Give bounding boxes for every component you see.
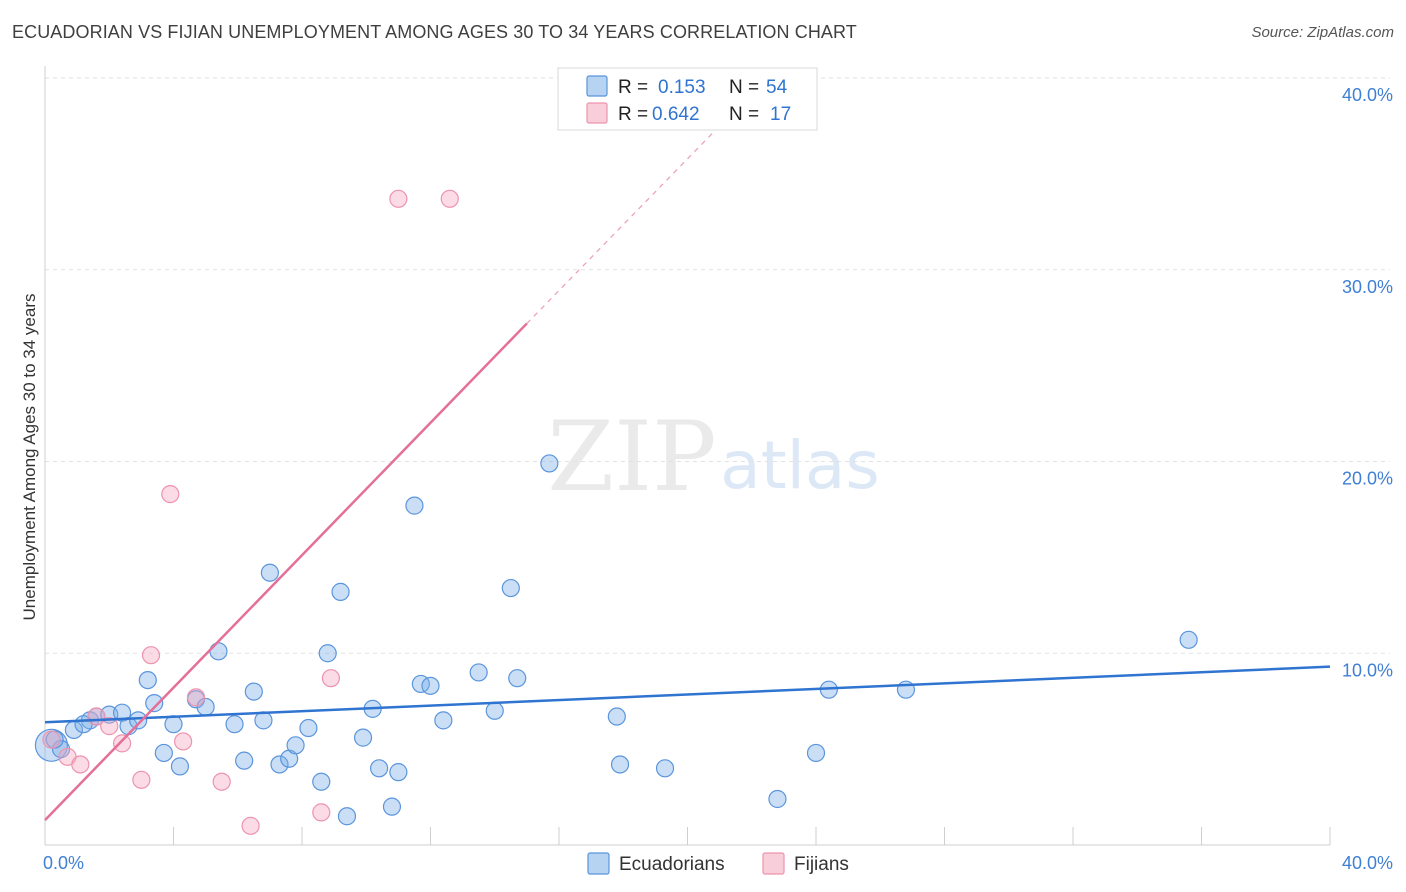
ecuadorian-point-48 [806, 743, 826, 763]
ecuadorian-point-34 [389, 763, 408, 782]
ecuadorian-point-10 [145, 694, 164, 713]
bottom-legend-fijians: Fijians [794, 854, 849, 875]
ecuadorian-point-13 [170, 757, 190, 776]
ecuadorian-point-45 [610, 755, 630, 774]
y-tick-label-1: 20.0% [1342, 469, 1393, 489]
fijian-point-11 [212, 772, 231, 791]
fijian-point-8 [161, 484, 180, 504]
watermark-zip: ZIP [547, 401, 716, 513]
ecuadorian-point-37 [421, 676, 440, 695]
ecuadorian-point-27 [318, 644, 337, 663]
bottom-legend-ecuadorians: Ecuadorians [619, 854, 725, 875]
fijian-point-15 [389, 189, 408, 208]
ecuadorian-point-41 [501, 578, 520, 598]
x-tick-label-0: 0.0% [43, 853, 84, 873]
fijian-point-2 [71, 755, 90, 774]
source-label: Source: ZipAtlas.com [1251, 24, 1394, 41]
legend-r-value-ecuadorians: 0.153 [658, 77, 706, 98]
ecuadorian-point-17 [225, 715, 244, 734]
watermark-atlas: atlas [720, 427, 880, 504]
ecuadorian-point-35 [405, 496, 424, 515]
fijian-point-10 [186, 688, 206, 707]
ecuadorian-point-9 [138, 670, 157, 690]
legend-swatch-ecuadorians [586, 75, 608, 97]
x-tick-label-1: 40.0% [1342, 853, 1393, 873]
fijian-point-12 [241, 816, 260, 835]
ecuadorian-point-8 [129, 711, 148, 730]
fijian-point-16 [440, 189, 459, 208]
tick-labels: 10.0% 20.0% 30.0% 40.0% 0.0% 40.0% [43, 85, 1393, 873]
fijian-point-7 [141, 646, 161, 665]
ecuadorian-point-18 [235, 751, 254, 770]
ecuadorian-point-39 [469, 663, 488, 682]
axes [44, 66, 1331, 846]
ecuadorian-point-33 [382, 797, 402, 816]
ecuadorian-point-46 [655, 759, 675, 778]
bottom-legend-swatch-ecuadorians [587, 852, 610, 875]
y-tick-label-0: 10.0% [1342, 660, 1393, 680]
ecuadorian-point-32 [370, 759, 389, 778]
ecuadorian-point-26 [312, 772, 331, 791]
fijian-point-0 [42, 730, 61, 749]
ecuadorian-point-30 [353, 728, 373, 747]
legend-n-label-fijians: N = [729, 104, 759, 125]
legend-n-label-ecuadorians: N = [729, 77, 759, 98]
ecuadorian-point-19 [244, 682, 263, 701]
ecuadorian-point-16 [209, 642, 228, 661]
ecuadorian-point-43 [540, 454, 559, 473]
ecuadorian-point-29 [337, 807, 357, 826]
legend-r-label-fijians: R = [618, 104, 648, 125]
legend-bottom: Ecuadorians Fijians [587, 852, 849, 875]
legend-n-value-ecuadorians: 54 [766, 77, 788, 98]
fijian-point-13 [312, 803, 331, 822]
fijian-trend-line [44, 322, 528, 821]
fijian-point-4 [100, 717, 119, 736]
ecuadorian-point-42 [508, 669, 527, 688]
legend-r-value-fijians: 0.642 [652, 104, 700, 125]
ecuadorian-point-28 [331, 582, 350, 601]
ecuadorian-point-40 [485, 701, 504, 720]
ecuadorian-point-51 [1179, 630, 1198, 649]
ecuadorian-trend-line [44, 665, 1331, 724]
ecuadorian-point-11 [154, 743, 173, 763]
y-tick-label-3: 40.0% [1342, 85, 1393, 105]
fijian-point-14 [321, 669, 341, 688]
ecuadorian-point-38 [434, 711, 453, 730]
fijian-point-6 [132, 770, 151, 789]
grid-lines [45, 77, 1390, 654]
y-tick-label-2: 30.0% [1342, 277, 1393, 297]
ecuadorian-point-47 [768, 789, 787, 809]
ecuadorian-point-25 [299, 718, 318, 738]
ecuadorian-point-22 [270, 755, 289, 774]
fijian-point-9 [174, 732, 193, 751]
bottom-legend-swatch-fijians [762, 852, 785, 875]
fijian-points [42, 189, 459, 835]
ecuadorian-point-12 [164, 715, 183, 734]
chart-title: ECUADORIAN VS FIJIAN UNEMPLOYMENT AMONG … [12, 22, 857, 42]
legend-n-value-fijians: 17 [770, 104, 791, 125]
legend-top: R = 0.153 N = 54 R = 0.642 N = 17 [557, 67, 818, 131]
fijian-trend-extension [526, 125, 721, 324]
fijian-point-5 [112, 734, 132, 753]
legend-r-label-ecuadorians: R = [618, 77, 648, 98]
ecuadorian-point-21 [260, 563, 279, 582]
trend-lines [44, 125, 1331, 821]
legend-swatch-fijians [586, 102, 608, 124]
ecuadorian-point-20 [254, 711, 273, 730]
ecuadorian-point-44 [607, 707, 626, 726]
ecuadorian-point-24 [286, 736, 305, 755]
